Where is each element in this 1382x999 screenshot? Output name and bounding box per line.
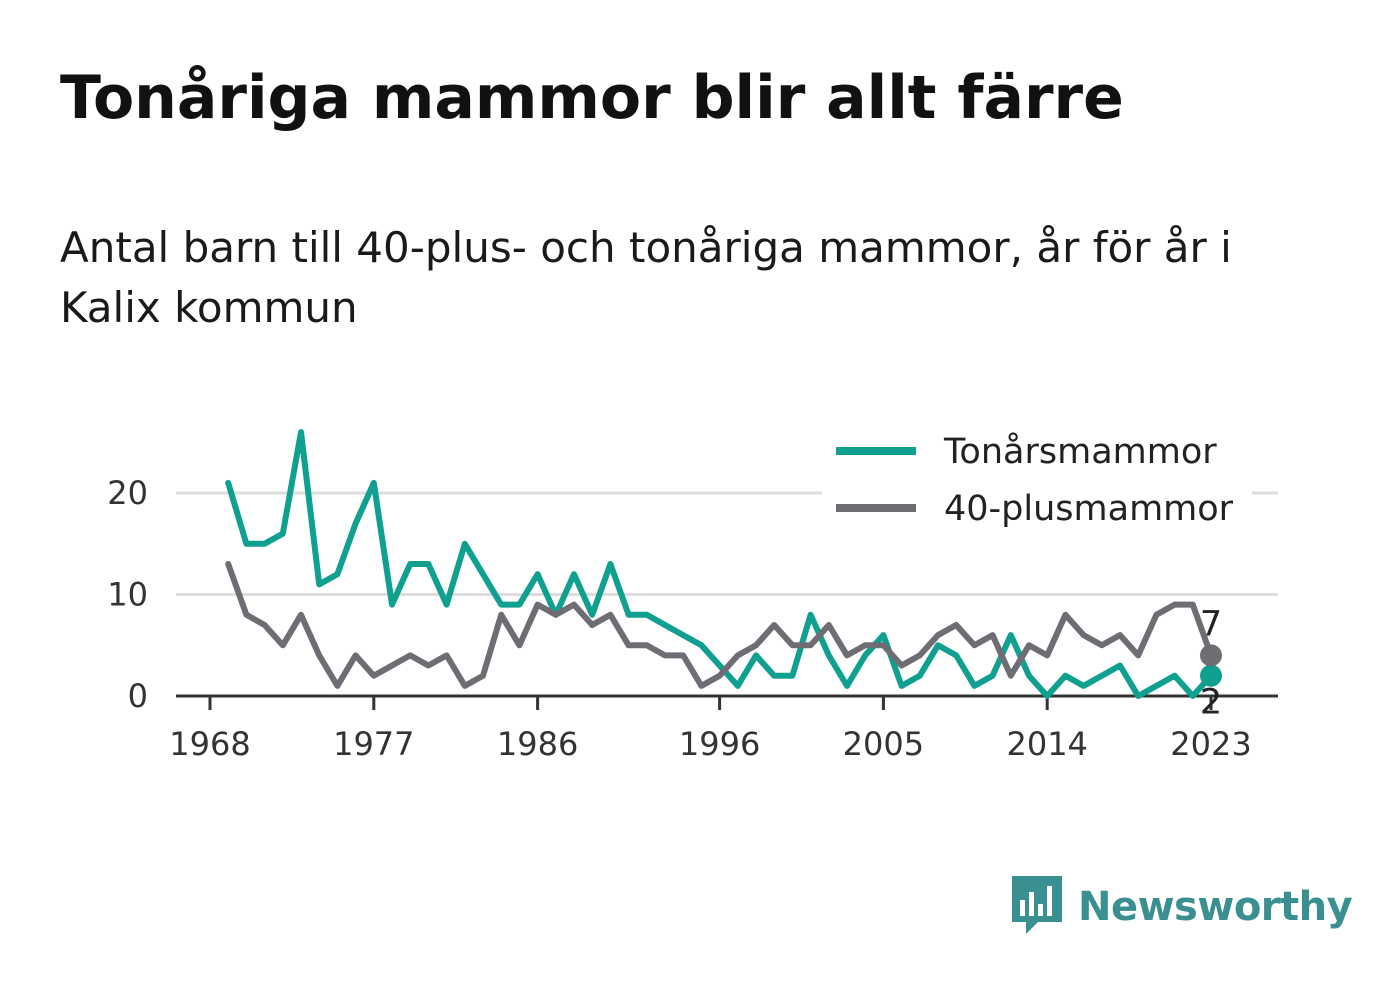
x-tick-label: 2005 <box>843 725 924 763</box>
end-value-label: 7 <box>1200 604 1222 644</box>
series-line-tonarsmammor <box>225 429 1214 699</box>
legend: Tonårsmammor 40-plusmammor <box>822 420 1252 540</box>
x-axis: 1968 1977 1986 1996 2005 2014 2023 <box>169 694 1278 763</box>
chart-title: Tonåriga mammor blir allt färre <box>60 63 1124 133</box>
legend-label: 40-plusmammor <box>944 489 1234 529</box>
end-value-label: 2 <box>1200 683 1222 723</box>
x-tick-label: 1996 <box>679 725 760 763</box>
y-tick-label: 20 <box>107 474 148 512</box>
legend-label: Tonårsmammor <box>943 431 1217 472</box>
series-lines <box>225 429 1214 699</box>
chart-subtitle: Antal barn till 40-plus- och tonåriga ma… <box>60 223 1232 332</box>
brand-name: Newsworthy <box>1078 884 1353 930</box>
y-tick-label: 0 <box>128 677 148 715</box>
end-point-marker <box>1200 664 1222 687</box>
newsworthy-logo-icon <box>1012 876 1062 934</box>
brand-logo: Newsworthy <box>1012 876 1353 938</box>
y-axis: 0 10 20 <box>107 474 148 715</box>
y-tick-label: 10 <box>107 576 148 614</box>
x-tick-label: 1986 <box>497 725 578 763</box>
series-line-40-plusmammor <box>225 561 1214 689</box>
legend-background <box>822 420 1252 540</box>
x-tick-label: 2023 <box>1170 725 1251 763</box>
end-point-marker <box>1200 644 1222 667</box>
x-tick-label: 2014 <box>1006 725 1087 763</box>
x-tick-label: 1968 <box>169 725 250 763</box>
x-tick-label: 1977 <box>333 725 414 763</box>
end-labels: 27 <box>1200 604 1222 722</box>
